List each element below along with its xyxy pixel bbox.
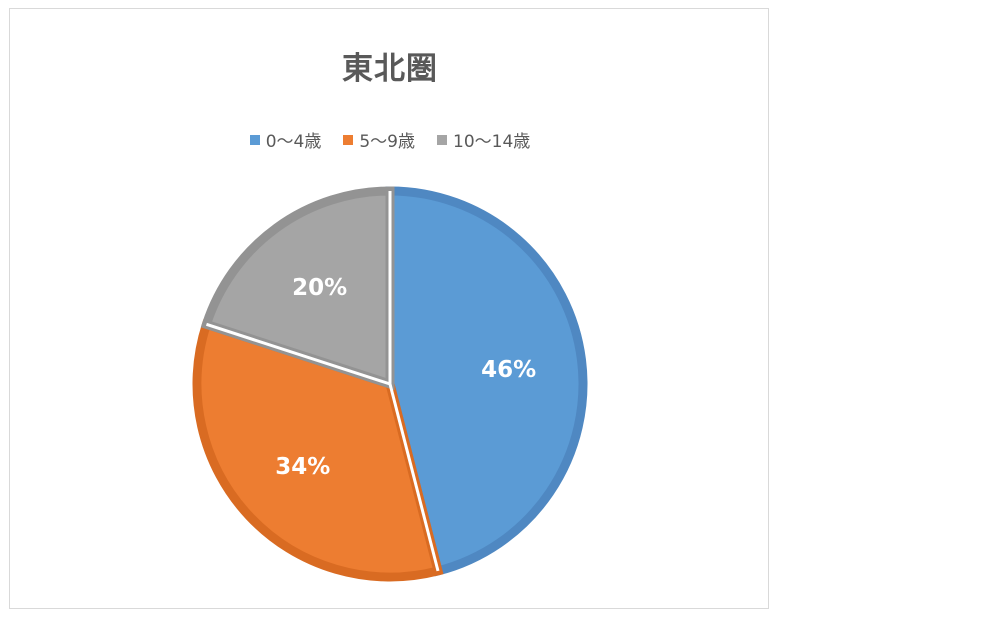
legend-swatch-2: [437, 134, 447, 145]
data-label-0: 46%: [481, 357, 536, 383]
legend-swatch-1: [343, 134, 354, 145]
chart-area: 東北圏 0〜4歳 5〜9歳 10〜14歳 46% 34% 20%: [9, 8, 769, 609]
legend-item-0: 0〜4歳: [249, 127, 322, 152]
legend-item-1: 5〜9歳: [343, 127, 415, 152]
slice-separator-1: [388, 383, 440, 572]
pie-slice-1: [192, 318, 444, 582]
pie-slice-0: [385, 186, 588, 577]
legend-item-2: 10〜14歳: [437, 127, 530, 152]
legend-label-0: 0〜4歳: [265, 132, 322, 152]
pie-chart: 46% 34% 20%: [192, 186, 588, 582]
chart-title: 東北圏: [342, 51, 438, 87]
slice-separator-2: [205, 322, 391, 386]
chart-legend: 0〜4歳 5〜9歳 10〜14歳: [10, 127, 770, 152]
pie-slice-2: [200, 186, 395, 391]
legend-swatch-0: [249, 134, 260, 145]
legend-label-2: 10〜14歳: [453, 132, 531, 152]
legend-label-1: 5〜9歳: [359, 132, 415, 152]
data-label-1: 34%: [275, 454, 330, 480]
data-label-2: 20%: [292, 275, 347, 301]
